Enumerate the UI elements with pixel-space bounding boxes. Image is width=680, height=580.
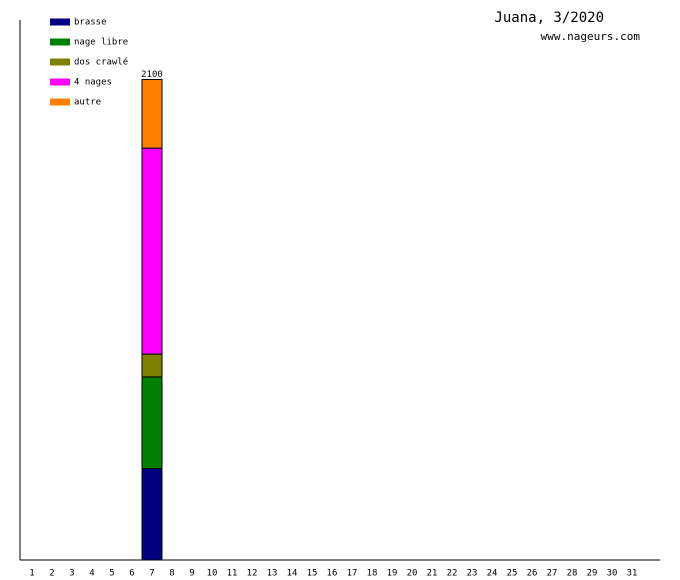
bar-segment <box>141 467 163 561</box>
x-tick-label: 4 <box>89 569 94 579</box>
legend-swatch <box>50 38 70 46</box>
x-tick-label: 20 <box>407 569 418 579</box>
total-label: 2100 <box>141 70 163 80</box>
legend-swatch <box>50 18 70 26</box>
legend-swatch <box>50 58 70 66</box>
x-tick-label: 17 <box>347 569 358 579</box>
x-tick-label: 25 <box>507 569 518 579</box>
x-tick-label: 24 <box>487 569 498 579</box>
x-tick-label: 12 <box>247 569 258 579</box>
bar-segment <box>141 353 163 378</box>
legend-label: 4 nages <box>74 78 112 88</box>
x-tick-label: 1 <box>29 569 34 579</box>
x-tick-label: 22 <box>447 569 458 579</box>
x-tick-label: 8 <box>169 569 174 579</box>
x-tick-label: 16 <box>327 569 338 579</box>
x-tick-label: 5 <box>109 569 114 579</box>
x-tick-label: 3 <box>69 569 74 579</box>
legend-label: brasse <box>74 18 107 28</box>
x-tick-label: 13 <box>267 569 278 579</box>
x-tick-label: 28 <box>567 569 578 579</box>
x-tick-label: 9 <box>189 569 194 579</box>
bar-segment <box>141 78 163 149</box>
chart-title: Juana, 3/2020 <box>494 10 604 26</box>
legend-label: autre <box>74 98 101 108</box>
x-tick-label: 21 <box>427 569 438 579</box>
x-tick-label: 7 <box>149 569 154 579</box>
x-tick-label: 29 <box>587 569 598 579</box>
x-tick-label: 31 <box>627 569 638 579</box>
chart-subtitle: www.nageurs.com <box>541 30 641 43</box>
x-tick-label: 2 <box>49 569 54 579</box>
x-tick-label: 6 <box>129 569 134 579</box>
x-tick-label: 23 <box>467 569 478 579</box>
x-tick-label: 14 <box>287 569 298 579</box>
legend-label: nage libre <box>74 38 128 48</box>
x-tick-label: 27 <box>547 569 558 579</box>
x-tick-label: 19 <box>387 569 398 579</box>
legend-swatch <box>50 98 70 106</box>
bar-segment <box>141 376 163 469</box>
x-tick-label: 18 <box>367 569 378 579</box>
legend-label: dos crawlé <box>74 57 128 68</box>
x-tick-label: 26 <box>527 569 538 579</box>
legend-swatch <box>50 78 70 86</box>
x-tick-label: 15 <box>307 569 318 579</box>
x-tick-label: 11 <box>227 569 238 579</box>
bar-segment <box>141 147 163 355</box>
x-tick-label: 30 <box>607 569 618 579</box>
x-tick-label: 10 <box>207 569 218 579</box>
